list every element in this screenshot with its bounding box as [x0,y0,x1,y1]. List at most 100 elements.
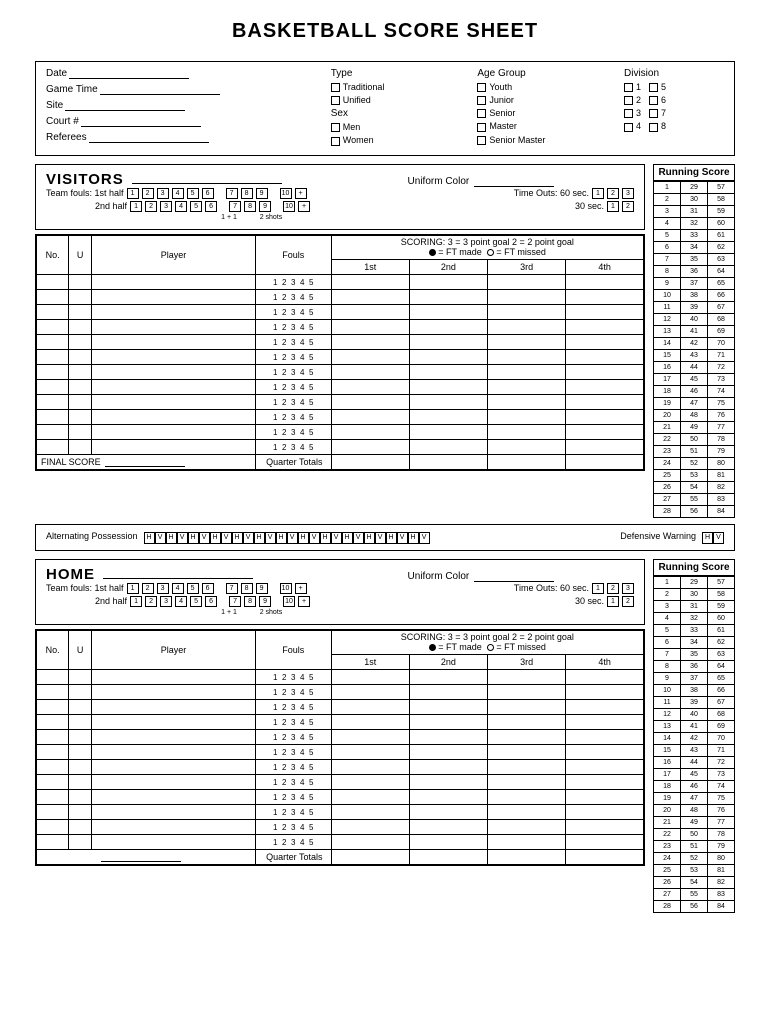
option-junior[interactable]: Junior [477,95,624,105]
rs-cell[interactable]: 35 [681,648,708,660]
rs-cell[interactable]: 7 [654,648,681,660]
rs-cell[interactable]: 10 [654,684,681,696]
table-row[interactable]: 12345 [36,745,644,760]
rs-cell[interactable]: 77 [708,816,735,828]
foul-box[interactable]: 6 [202,583,214,594]
foul-box[interactable]: 5 [190,596,202,607]
foul-box[interactable]: + [295,583,307,594]
table-row[interactable]: 12345 [36,305,644,320]
table-row[interactable]: 12345 [36,775,644,790]
alt-poss-box[interactable]: V [177,532,188,544]
timeout-box[interactable]: 1 [607,596,619,607]
timeout-box[interactable]: 2 [622,201,634,212]
foul-box[interactable]: 2 [142,188,154,199]
rs-cell[interactable]: 37 [681,672,708,684]
rs-cell[interactable]: 15 [654,349,681,361]
alt-poss-box[interactable]: V [375,532,386,544]
division-4[interactable]: 4 [624,121,641,131]
rs-cell[interactable]: 43 [681,744,708,756]
rs-cell[interactable]: 68 [708,708,735,720]
rs-cell[interactable]: 31 [681,600,708,612]
rs-cell[interactable]: 58 [708,588,735,600]
rs-cell[interactable]: 14 [654,337,681,349]
rs-cell[interactable]: 10 [654,289,681,301]
rs-cell[interactable]: 73 [708,768,735,780]
alt-poss-box[interactable]: H [166,532,177,544]
alt-poss-box[interactable]: H [232,532,243,544]
foul-box[interactable]: 2 [142,583,154,594]
home-name-line[interactable] [103,569,253,579]
rs-cell[interactable]: 74 [708,780,735,792]
rs-cell[interactable]: 56 [681,505,708,517]
foul-box[interactable]: 5 [190,201,202,212]
table-row[interactable]: 12345 [36,715,644,730]
rs-cell[interactable]: 69 [708,720,735,732]
rs-cell[interactable]: 33 [681,229,708,241]
rs-cell[interactable]: 32 [681,217,708,229]
foul-box[interactable]: 8 [241,188,253,199]
timeout-box[interactable]: 2 [607,583,619,594]
rs-cell[interactable]: 34 [681,241,708,253]
rs-cell[interactable]: 3 [654,600,681,612]
rs-cell[interactable]: 11 [654,696,681,708]
timeout-box[interactable]: 2 [622,596,634,607]
alt-poss-box[interactable]: H [364,532,375,544]
rs-cell[interactable]: 57 [708,181,735,193]
table-row[interactable]: 12345 [36,395,644,410]
rs-cell[interactable]: 38 [681,289,708,301]
rs-cell[interactable]: 66 [708,289,735,301]
rs-cell[interactable]: 49 [681,816,708,828]
rs-cell[interactable]: 2 [654,588,681,600]
rs-cell[interactable]: 12 [654,708,681,720]
rs-cell[interactable]: 28 [654,505,681,517]
rs-cell[interactable]: 67 [708,301,735,313]
alt-poss-box[interactable]: V [353,532,364,544]
rs-cell[interactable]: 9 [654,277,681,289]
alt-poss-box[interactable]: H [188,532,199,544]
rs-cell[interactable]: 19 [654,397,681,409]
foul-box[interactable]: 1 [130,201,142,212]
timeout-box[interactable]: 1 [592,583,604,594]
rs-cell[interactable]: 36 [681,660,708,672]
alt-poss-box[interactable]: H [386,532,397,544]
rs-cell[interactable]: 3 [654,205,681,217]
rs-cell[interactable]: 41 [681,720,708,732]
division-2[interactable]: 2 [624,95,641,105]
rs-cell[interactable]: 42 [681,337,708,349]
option-seniormaster[interactable]: Senior Master [477,135,624,145]
foul-box[interactable]: 4 [175,596,187,607]
timeout-box[interactable]: 3 [622,188,634,199]
foul-box[interactable]: 1 [127,583,139,594]
rs-cell[interactable]: 16 [654,756,681,768]
rs-cell[interactable]: 48 [681,409,708,421]
rs-cell[interactable]: 26 [654,481,681,493]
table-row[interactable]: 12345 [36,410,644,425]
table-row[interactable]: 12345 [36,350,644,365]
rs-cell[interactable]: 56 [681,900,708,912]
alt-poss-box[interactable]: V [331,532,342,544]
division-8[interactable]: 8 [649,121,666,131]
rs-cell[interactable]: 80 [708,457,735,469]
rs-cell[interactable]: 21 [654,816,681,828]
rs-cell[interactable]: 24 [654,457,681,469]
option-traditional[interactable]: Traditional [331,82,478,92]
rs-cell[interactable]: 73 [708,373,735,385]
table-row[interactable]: 12345 [36,335,644,350]
table-row[interactable]: 12345 [36,685,644,700]
rs-cell[interactable]: 61 [708,229,735,241]
table-row[interactable]: 12345 [36,440,644,455]
rs-cell[interactable]: 59 [708,205,735,217]
foul-box[interactable]: 2 [145,201,157,212]
table-row[interactable]: 12345 [36,275,644,290]
rs-cell[interactable]: 45 [681,768,708,780]
rs-cell[interactable]: 50 [681,433,708,445]
alt-poss-box[interactable]: H [144,532,155,544]
rs-cell[interactable]: 36 [681,265,708,277]
rs-cell[interactable]: 2 [654,193,681,205]
division-1[interactable]: 1 [624,82,641,92]
rs-cell[interactable]: 74 [708,385,735,397]
rs-cell[interactable]: 52 [681,852,708,864]
table-row[interactable]: 12345 [36,365,644,380]
rs-cell[interactable]: 53 [681,469,708,481]
rs-cell[interactable]: 43 [681,349,708,361]
